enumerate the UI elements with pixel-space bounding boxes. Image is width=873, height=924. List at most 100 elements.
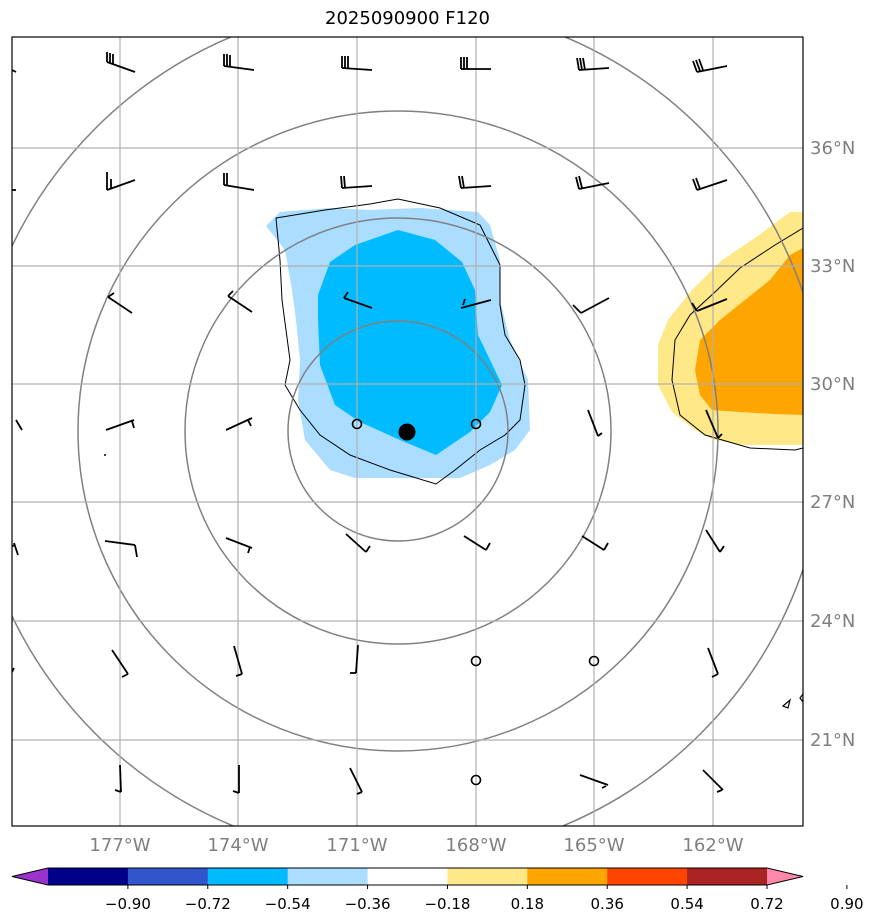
wind-barb-shaft: [463, 535, 487, 551]
wind-barb-shaft: [460, 185, 492, 189]
wind-barb-feather: [458, 175, 462, 189]
map-frame: [11, 36, 804, 827]
wind-barb-shaft: [696, 298, 728, 312]
contour-line: [671, 227, 803, 451]
map-title: 2025090900 F120: [325, 8, 490, 29]
wind-barb-shaft: [225, 417, 253, 431]
wind-barb-feather: [692, 60, 698, 73]
wind-barb-shaft: [225, 537, 253, 549]
wind-barb-feather: [695, 59, 701, 72]
colorbar-tick-label: −0.90: [105, 895, 151, 913]
calm-wind-marker: [470, 655, 482, 667]
lat-label: 24°N: [810, 611, 855, 632]
colorbar-swatch: [287, 868, 369, 885]
colorbar-tick-label: 0.72: [750, 895, 783, 913]
colorbar-swatch: [207, 868, 289, 885]
lat-label: 27°N: [810, 492, 855, 513]
wind-barb-shaft: [119, 764, 122, 793]
wind-barb-feather: [578, 175, 583, 189]
wind-barb-feather: [356, 791, 363, 795]
wind-barb-shaft: [702, 769, 724, 791]
wind-barb-shaft: [105, 419, 135, 431]
wind-barb-feather: [232, 790, 240, 794]
colorbar-extend-low: [12, 868, 48, 885]
calm-wind-marker: [351, 418, 363, 430]
wind-barb-shaft: [578, 182, 610, 190]
wind-barb-feather: [692, 178, 698, 191]
wind-barb-shaft: [12, 69, 17, 73]
latitude-labels: 36°N 33°N 30°N 27°N 24°N 21°N: [810, 138, 855, 751]
wind-barb-shaft: [705, 409, 719, 439]
wind-barb-shaft: [233, 645, 243, 675]
colorbar-tick-label: 0.18: [511, 895, 544, 913]
wind-barb-feather: [717, 433, 723, 439]
wind-barb-shaft: [111, 649, 129, 675]
wind-barbs: [12, 52, 728, 795]
wind-barb-feather: [343, 175, 346, 189]
colorbar-outline: [11, 867, 804, 886]
colorbar-tick-label: 0.36: [591, 895, 624, 913]
wind-barb-shaft: [587, 409, 599, 437]
calm-wind-marker: [470, 418, 482, 430]
lon-label: 174°W: [207, 835, 268, 856]
wind-barb-feather: [485, 542, 491, 551]
wind-barb-feather: [597, 432, 603, 437]
lat-label: 36°N: [810, 138, 855, 159]
wind-barb-feather: [114, 789, 122, 793]
colorbar-swatch: [607, 868, 688, 885]
wind-barb-shaft: [223, 184, 255, 191]
lat-label: 33°N: [810, 256, 855, 277]
colorbar-tick-label: 0.54: [670, 895, 703, 913]
colorbar-tick-label: −0.36: [345, 895, 391, 913]
lon-label: 177°W: [89, 835, 150, 856]
map-plot-area: [12, 37, 803, 826]
colorbar-swatch: [367, 868, 448, 885]
wind-barb-feather: [601, 785, 607, 789]
colorbar-swatch: [687, 868, 768, 885]
blue-shading: [318, 230, 502, 455]
lon-label: 162°W: [682, 835, 743, 856]
wind-barb-shaft: [578, 67, 610, 71]
range-circles: [12, 37, 803, 826]
island-shape: [799, 693, 803, 703]
wind-barb-shaft: [104, 540, 136, 546]
wind-barb-feather: [719, 545, 725, 553]
wind-barb-feather: [582, 57, 586, 71]
wind-barb-feather: [107, 292, 115, 298]
wind-barb-shaft: [345, 533, 367, 553]
lat-label: 21°N: [810, 730, 855, 751]
wind-barb-shaft: [227, 295, 253, 313]
lon-label: 171°W: [326, 835, 387, 856]
island-dot: [104, 454, 106, 456]
colorbar-swatch: [527, 868, 608, 885]
wind-barb-feather: [691, 302, 698, 312]
colorbar-swatch: [447, 868, 528, 885]
storm-center-marker: [398, 423, 416, 441]
wind-barb-shaft: [579, 774, 609, 786]
wind-barb-shaft: [341, 185, 373, 189]
orange-shading: [695, 248, 803, 415]
wind-barb-feather: [576, 57, 580, 71]
wind-barb-feather: [698, 58, 704, 71]
wind-barb-shaft: [705, 529, 721, 553]
colorbar-tick-label: 0.90: [830, 895, 863, 913]
wind-barb-feather: [247, 546, 251, 554]
colorbar-swatch: [127, 868, 209, 885]
wind-barb-shaft: [15, 419, 23, 431]
wind-barb-shaft: [355, 644, 359, 674]
wind-barb-feather: [121, 673, 129, 678]
colorbar-tick-label: −0.72: [185, 895, 231, 913]
wind-barb-shaft: [707, 647, 719, 675]
calm-wind-marker: [470, 774, 482, 786]
wind-barb-feather: [227, 290, 234, 297]
colorbar-extend-high: [767, 868, 803, 885]
colorbar-tick-label: −0.54: [265, 895, 311, 913]
wind-barb-feather: [134, 544, 138, 558]
wind-barb-shaft: [460, 299, 492, 309]
wind-barb-shaft: [349, 767, 363, 793]
wind-barb-shaft: [223, 65, 255, 71]
wind-barb-shaft: [106, 61, 136, 73]
wind-barb-feather: [235, 673, 243, 677]
lon-label: 165°W: [563, 835, 624, 856]
